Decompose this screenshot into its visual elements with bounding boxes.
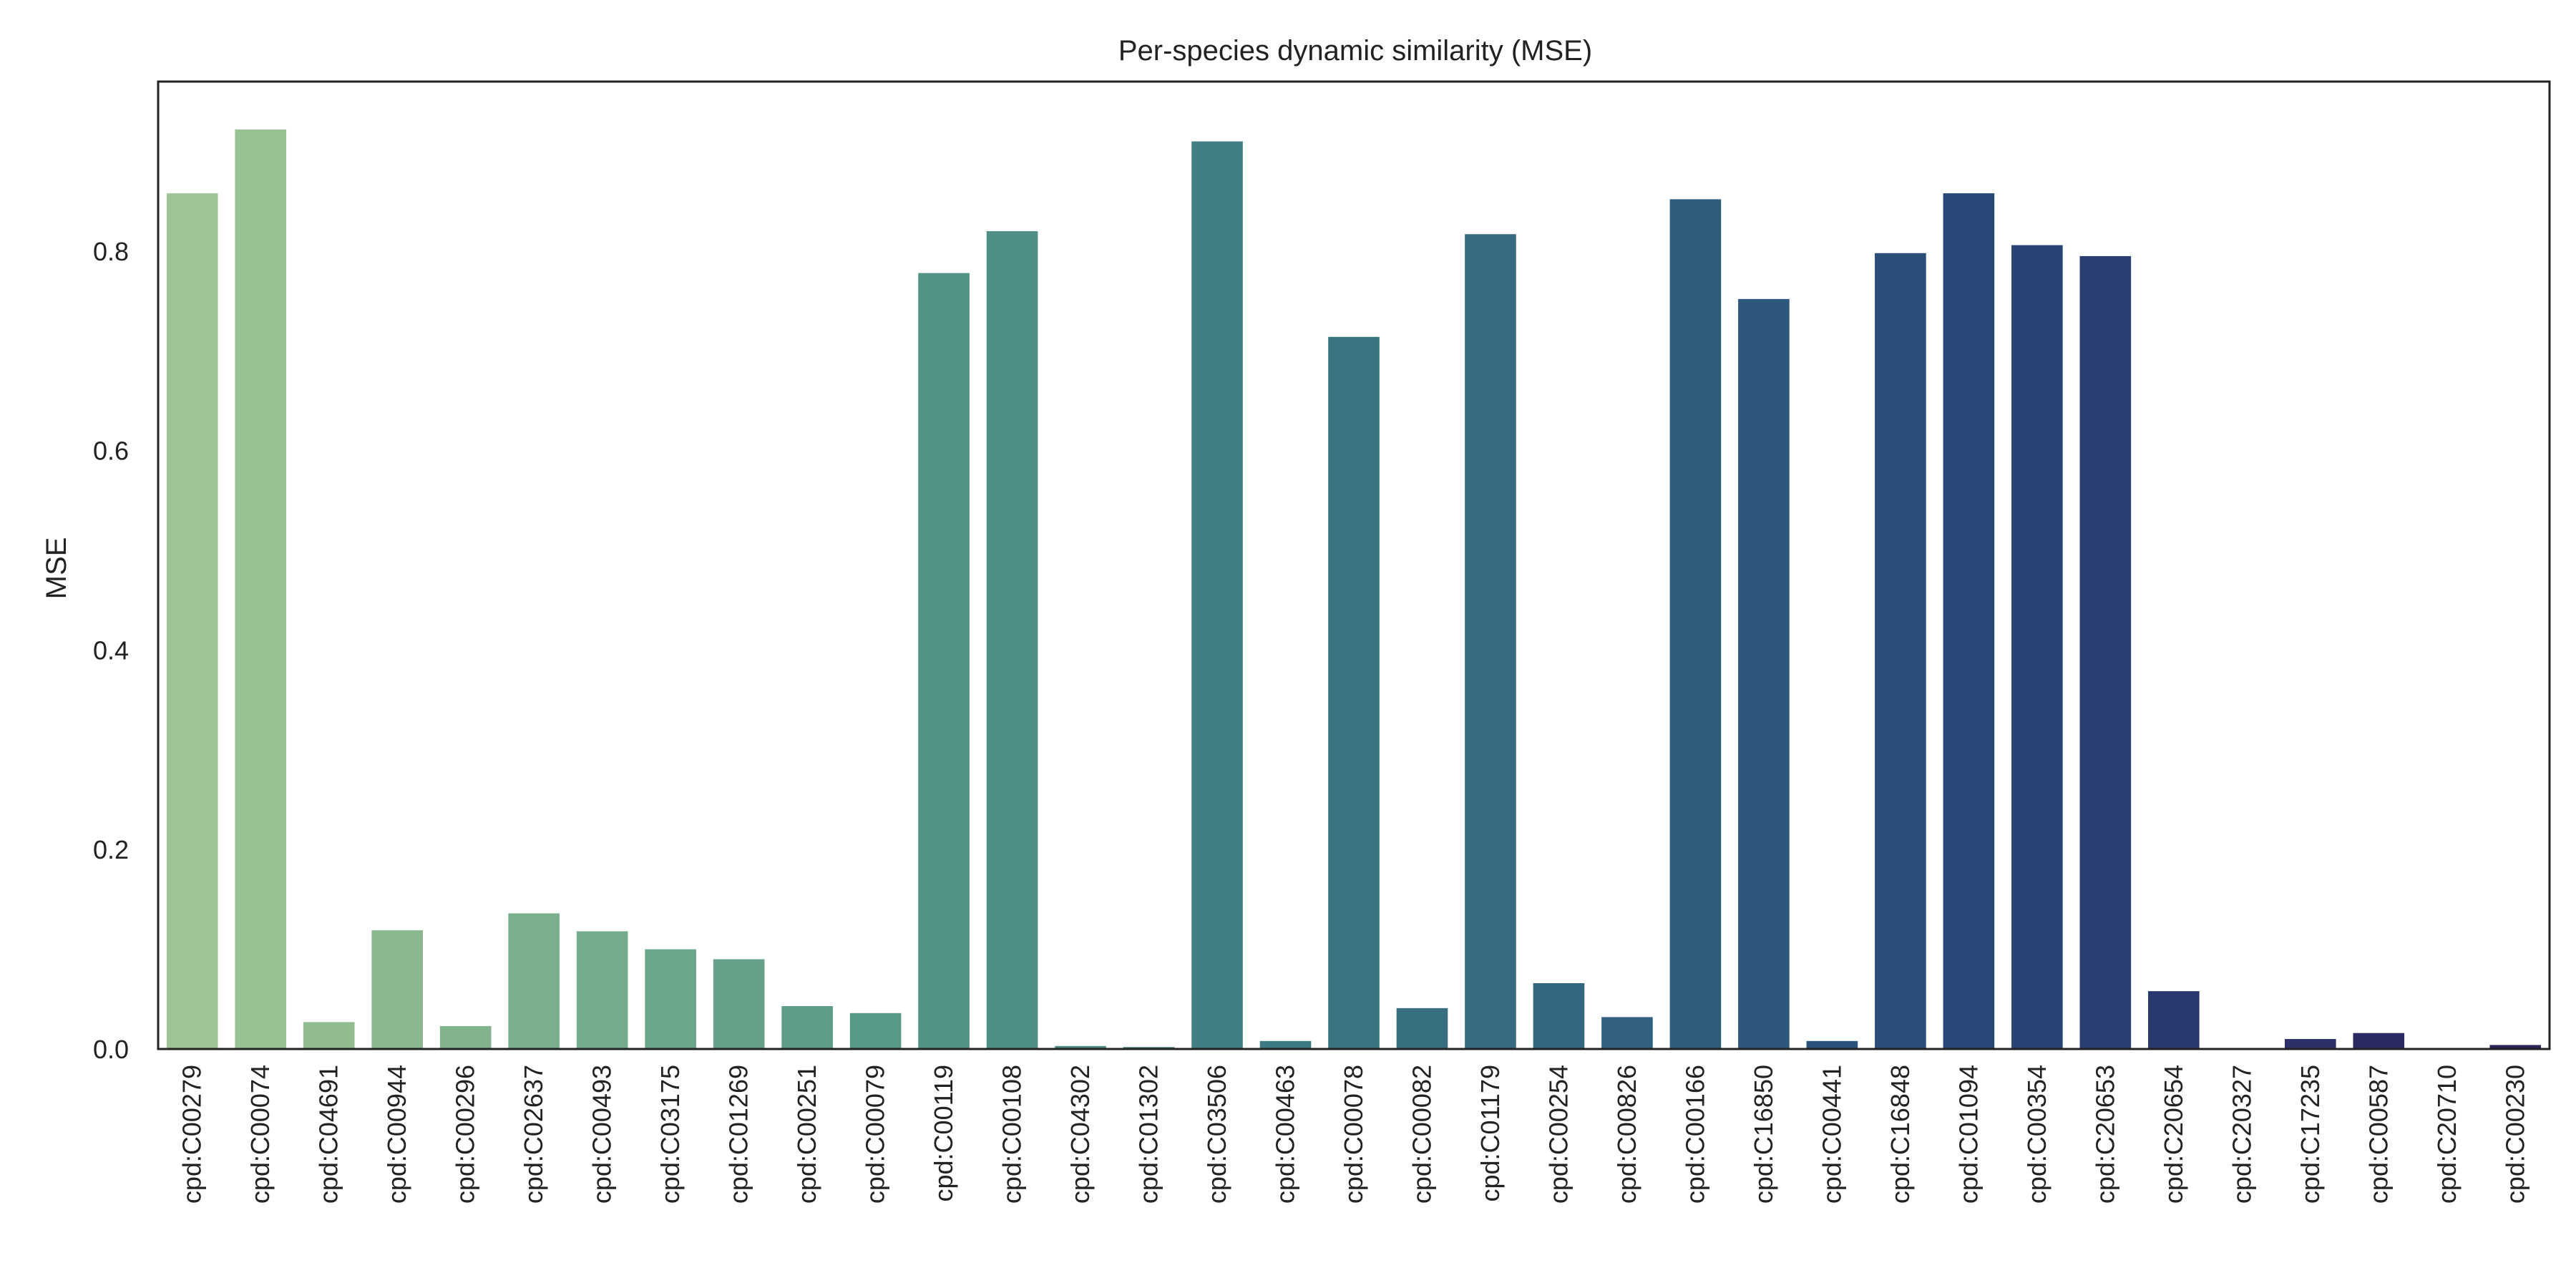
bar-cpd-C20654 xyxy=(2148,991,2200,1049)
x-tick-label: cpd:C01179 xyxy=(1475,1065,1505,1201)
x-tick-label: cpd:C01269 xyxy=(724,1065,753,1204)
x-tick-label: cpd:C00279 xyxy=(177,1065,207,1204)
bar-cpd-C00108 xyxy=(986,231,1038,1050)
x-tick-label: cpd:C00079 xyxy=(861,1065,890,1204)
bar-cpd-C00230 xyxy=(2489,1045,2542,1049)
x-tick-label: cpd:C00251 xyxy=(792,1065,821,1204)
x-tick-label: cpd:C01302 xyxy=(1134,1065,1163,1204)
bar-cpd-C00944 xyxy=(371,930,424,1049)
x-tick-label: cpd:C00826 xyxy=(1612,1065,1641,1204)
x-axis-ticks: cpd:C00279 cpd:C00074 cpd:C04691 cpd:C00944… xyxy=(177,1065,2530,1204)
x-tick-label: cpd:C20653 xyxy=(2090,1065,2119,1204)
bar-cpd-C00119 xyxy=(918,273,970,1050)
x-tick-label: cpd:C00166 xyxy=(1680,1065,1709,1204)
x-tick-label: cpd:C04691 xyxy=(314,1065,343,1204)
bar-cpd-C00078 xyxy=(1328,336,1380,1049)
bar-cpd-C16848 xyxy=(1875,253,1926,1049)
bar-cpd-C01179 xyxy=(1465,234,1516,1049)
x-tick-label: cpd:C16848 xyxy=(1885,1065,1915,1204)
x-tick-label: cpd:C00230 xyxy=(2500,1065,2529,1204)
x-tick-label: cpd:C02637 xyxy=(519,1065,548,1204)
x-tick-label: cpd:C00254 xyxy=(1543,1065,1573,1204)
x-tick-label: cpd:C00493 xyxy=(587,1065,617,1204)
x-tick-label: cpd:C00108 xyxy=(997,1065,1027,1204)
x-tick-label: cpd:C00078 xyxy=(1339,1065,1368,1204)
bar-cpd-C00441 xyxy=(1806,1040,1858,1049)
x-tick-label: cpd:C00944 xyxy=(382,1065,411,1204)
x-tick-label: cpd:C17235 xyxy=(2296,1065,2325,1204)
bar-cpd-C16850 xyxy=(1738,298,1790,1049)
bar-cpd-C00463 xyxy=(1259,1040,1312,1049)
y-tick-label: 0.8 xyxy=(93,237,129,266)
x-tick-label: cpd:C20327 xyxy=(2227,1065,2256,1204)
bar-cpd-C00079 xyxy=(849,1013,902,1049)
x-tick-label: cpd:C00119 xyxy=(929,1065,958,1201)
x-tick-label: cpd:C20710 xyxy=(2432,1065,2462,1204)
x-tick-label: cpd:C04302 xyxy=(1065,1065,1095,1204)
y-tick-label: 0.2 xyxy=(93,835,129,864)
bar-cpd-C00826 xyxy=(1601,1017,1653,1049)
bar-cpd-C04691 xyxy=(303,1022,355,1049)
bar-cpd-C00251 xyxy=(781,1006,833,1049)
x-tick-label: cpd:C00354 xyxy=(2022,1065,2051,1204)
x-tick-label: cpd:C16850 xyxy=(1749,1065,1778,1204)
bars-group xyxy=(166,129,2542,1050)
x-tick-label: cpd:C01094 xyxy=(1953,1065,1983,1204)
bar-cpd-C00074 xyxy=(235,129,287,1050)
y-tick-label: 0.0 xyxy=(93,1035,129,1064)
x-tick-label: cpd:C00587 xyxy=(2363,1065,2393,1204)
x-tick-label: cpd:C03506 xyxy=(1202,1065,1231,1204)
bar-cpd-C03175 xyxy=(645,949,696,1049)
y-tick-label: 0.6 xyxy=(93,436,129,466)
chart-title: Per-species dynamic similarity (MSE) xyxy=(1118,35,1592,67)
bar-cpd-C00493 xyxy=(576,931,628,1049)
bar-cpd-C00082 xyxy=(1396,1008,1448,1049)
bar-cpd-C00166 xyxy=(1669,199,1722,1049)
bar-cpd-C01269 xyxy=(713,959,765,1049)
bar-cpd-C00279 xyxy=(166,193,218,1050)
x-tick-label: cpd:C03175 xyxy=(655,1065,685,1204)
bar-cpd-C01094 xyxy=(1943,193,1995,1050)
x-tick-label: cpd:C00082 xyxy=(1407,1065,1436,1204)
bar-cpd-C02637 xyxy=(508,913,560,1049)
bar-cpd-C04302 xyxy=(1055,1045,1106,1049)
bar-cpd-C00296 xyxy=(439,1025,492,1049)
x-tick-label: cpd:C00441 xyxy=(1817,1065,1846,1204)
plot-frame xyxy=(157,80,2551,1050)
bar-cpd-C03506 xyxy=(1191,141,1243,1049)
x-tick-label: cpd:C00463 xyxy=(1271,1065,1300,1204)
bar-cpd-C00254 xyxy=(1533,983,1585,1049)
y-tick-label: 0.4 xyxy=(93,635,129,665)
x-tick-label: cpd:C20654 xyxy=(2159,1065,2188,1204)
bar-cpd-C00587 xyxy=(2353,1033,2405,1049)
bar-cpd-C00354 xyxy=(2011,245,2063,1049)
y-axis-title: MSE xyxy=(41,537,72,600)
x-tick-label: cpd:C00074 xyxy=(245,1065,275,1204)
bar-cpd-C20653 xyxy=(2079,255,2132,1050)
bar-cpd-C17235 xyxy=(2284,1039,2336,1049)
y-axis-ticks: 0.0 0.2 0.4 0.6 0.8 xyxy=(93,237,129,1064)
x-tick-label: cpd:C00296 xyxy=(451,1065,480,1204)
